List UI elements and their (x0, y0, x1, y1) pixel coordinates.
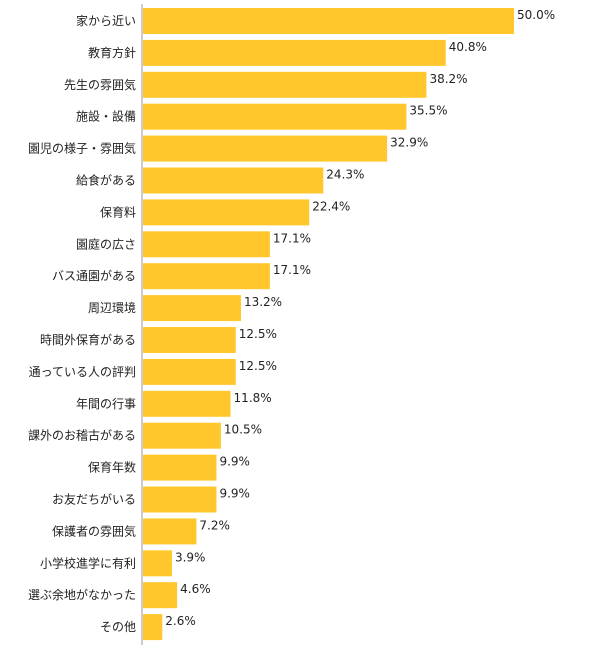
bar-18 (143, 550, 172, 577)
value-label-5: 32.9% (390, 136, 428, 150)
category-label-15: 保育年数 (88, 460, 136, 475)
category-label-4: 施設・設備 (76, 109, 136, 124)
value-label-4: 35.5% (409, 104, 447, 118)
category-label-7: 保育料 (100, 204, 136, 219)
value-label-9: 17.1% (273, 263, 311, 277)
category-label-2: 教育方針 (88, 45, 136, 60)
value-labels-group: 50.0% 40.8% 38.2% 35.5% 32.9% 24.3% 22.4% 17.1%… (165, 8, 555, 628)
category-label-9: バス通園がある (52, 268, 136, 283)
value-label-18: 3.9% (175, 550, 206, 564)
value-label-14: 10.5% (224, 423, 262, 437)
category-label-6: 給食がある (76, 173, 136, 188)
category-label-5: 園児の様子・雰囲気 (28, 141, 136, 156)
value-label-6: 24.3% (326, 168, 364, 182)
value-label-2: 40.8% (449, 40, 487, 54)
value-label-16: 9.9% (219, 487, 250, 501)
bar-7 (143, 199, 310, 226)
value-label-20: 2.6% (165, 614, 196, 628)
bar-11 (143, 327, 236, 353)
value-label-10: 13.2% (244, 295, 282, 309)
bar-10 (143, 295, 241, 322)
bar-5 (143, 135, 388, 162)
category-label-18: 小学校進学に有利 (40, 555, 136, 570)
category-label-14: 課外のお稽古がある (28, 428, 136, 443)
bar-9 (143, 263, 270, 290)
bar-8 (143, 231, 270, 258)
bar-2 (143, 39, 446, 66)
category-label-10: 周辺環境 (88, 300, 136, 315)
category-label-17: 保護者の雰囲気 (52, 523, 136, 538)
bar-1 (143, 8, 514, 34)
bar-16 (143, 486, 217, 513)
bar-14 (143, 422, 221, 449)
value-label-15: 9.9% (219, 455, 250, 469)
value-label-13: 11.8% (234, 391, 272, 405)
value-label-3: 38.2% (429, 72, 467, 86)
value-label-8: 17.1% (273, 231, 311, 245)
category-label-8: 園庭の広さ (76, 236, 136, 251)
value-label-17: 7.2% (199, 518, 230, 532)
category-label-3: 先生の雰囲気 (64, 77, 136, 92)
value-label-11: 12.5% (239, 327, 277, 341)
bar-15 (143, 454, 217, 481)
category-label-20: その他 (100, 620, 136, 634)
bar-17 (143, 518, 197, 545)
value-label-19: 4.6% (180, 582, 211, 596)
bar-13 (143, 390, 231, 417)
bar-6 (143, 167, 324, 194)
bar-12 (143, 358, 236, 385)
category-label-12: 通っている人の評判 (29, 364, 136, 379)
category-label-19: 選ぶ余地がなかった (28, 587, 136, 602)
category-label-1: 家から近い (76, 13, 136, 28)
category-labels-group: 家から近い教育方針先生の雰囲気施設・設備園児の様子・雰囲気給食がある保育料園庭の… (28, 13, 136, 634)
value-label-12: 12.5% (239, 359, 277, 373)
category-label-11: 時間外保育がある (40, 332, 136, 347)
category-label-13: 年間の行事 (76, 397, 136, 411)
bar-20 (143, 614, 163, 641)
value-label-7: 22.4% (312, 199, 350, 213)
bar-19 (143, 582, 178, 609)
bar-4 (143, 103, 407, 130)
category-label-16: お友だちがいる (52, 492, 136, 507)
bar-3 (143, 71, 427, 98)
value-label-1: 50.0% (517, 8, 555, 22)
bars-group (143, 8, 514, 641)
